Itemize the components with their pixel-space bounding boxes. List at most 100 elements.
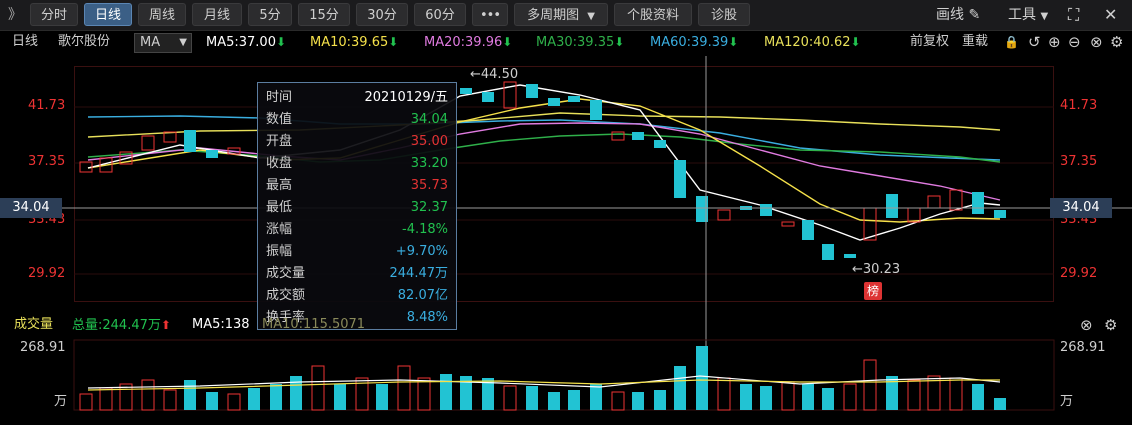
volume-bar [590,384,602,410]
volume-bar [440,374,452,410]
tab-5min[interactable]: 5分 [248,3,292,26]
volume-bar [927,375,941,411]
volume-bar [79,393,93,411]
draw-line-label: 画线 [936,7,964,23]
volume-bar [248,388,260,410]
candle [568,96,580,102]
volume-bar [822,388,834,410]
volume-bar [611,391,625,411]
tooltip-row: 开盘 35.00 [264,131,452,153]
candle [503,81,517,109]
candle [590,100,602,120]
chevron-down-icon: ▼ [587,11,595,22]
candle [526,84,538,98]
tooltip-value: 34.04 [410,112,448,127]
tooltip-value: 33.20 [410,156,448,171]
volume-bar [163,389,177,411]
volume-unit-left: 万 [54,394,68,409]
volume-bar [740,384,752,410]
tools-dropdown[interactable]: 工具 ▼ [1008,0,1048,30]
more-button[interactable]: ••• [472,3,508,26]
data-tooltip: 时间 20210129/五 数值 34.04 开盘 35.00 收盘 33.20 最高 35.73… [257,82,457,330]
diagnose-button[interactable]: 诊股 [698,3,750,26]
volume-total: 总量:244.47万⬆ [72,314,171,337]
reload-button[interactable]: 重载 [962,34,989,49]
arrow-down-icon: ⬇ [850,35,861,49]
volume-bar [802,384,814,410]
undo-icon[interactable]: ↺ [1028,33,1041,51]
expand-sidebar-icon[interactable]: 》 [8,7,22,23]
indicator-select[interactable]: MA ▼ [134,33,192,53]
price-axis-label-right: 41.73 [1060,98,1098,113]
tooltip-value: 20210129/五 [364,90,448,105]
candles [79,81,1006,260]
price-axis-label-right: 37.35 [1060,154,1098,169]
volume-bar [760,386,772,410]
tab-15min[interactable]: 15分 [298,3,350,26]
close-icon[interactable]: ✕ [1104,5,1118,24]
tooltip-row: 涨幅 -4.18% [264,219,452,241]
candle [972,192,984,214]
tooltip-value: -4.18% [402,222,448,237]
close-circle-icon[interactable]: ⊗ [1080,316,1093,334]
candle [994,210,1006,218]
tooltip-row: 时间 20210129/五 [264,87,452,109]
candle [79,161,93,173]
tab-intraday[interactable]: 分时 [30,3,78,26]
volume-axis-max-right: 268.91 [1060,340,1106,355]
adjust-button[interactable]: 前复权 [910,34,950,49]
ma60-value: MA60:39.39⬇ [650,30,738,55]
volume-bar [717,377,731,411]
volume-bar [311,365,325,411]
volume-bar [907,379,921,411]
tab-30min[interactable]: 30分 [356,3,408,26]
tab-60min[interactable]: 60分 [414,3,466,26]
zoom-in-icon[interactable]: ⊕ [1048,33,1061,51]
volume-bar [334,384,346,410]
lock-icon[interactable]: 🔒 [1004,35,1019,49]
period-label: 日线 [12,34,39,49]
volume-bar [141,379,155,411]
multi-period-dropdown[interactable]: 多周期图 ▼ [514,3,608,26]
candle [548,98,560,106]
arrow-down-icon: ⬇ [502,35,513,49]
candle [949,189,963,211]
close-circle-icon[interactable]: ⊗ [1090,33,1103,51]
tooltip-value: 35.73 [410,178,448,193]
ma10-text: MA10:39.65 [310,35,389,50]
pencil-icon: ✎ [968,7,981,23]
price-axis-label-right: 29.92 [1060,266,1098,281]
candle [206,150,218,158]
candle [227,147,241,155]
draw-line-button[interactable]: 画线 ✎ [936,0,980,30]
tooltip-row: 最高 35.73 [264,175,452,197]
volume-bars [79,346,1006,411]
ma120-value: MA120:40.62⬇ [764,30,861,55]
ma60-text: MA60:39.39 [650,35,729,50]
tab-daily[interactable]: 日线 [84,3,132,26]
tooltip-row: 数值 34.04 [264,109,452,131]
volume-chart-frame [73,339,1055,411]
chevron-down-icon: ▼ [1040,11,1049,22]
tab-monthly[interactable]: 月线 [192,3,242,26]
stock-info-button[interactable]: 个股资料 [614,3,692,26]
stock-name: 歌尔股份 [58,34,111,49]
candle [927,195,941,209]
ma30-value: MA30:39.35⬇ [536,30,624,55]
expand-icon[interactable]: ⛶ [1068,5,1080,24]
tooltip-value: 244.47万 [389,266,449,281]
volume-bar [417,377,431,411]
price-axis-label-left: 41.73 [28,98,66,113]
zoom-out-icon[interactable]: ⊖ [1068,33,1081,51]
candle [163,131,177,143]
tooltip-row: 换手率 8.48% [264,307,452,329]
gear-icon[interactable]: ⚙ [1104,316,1118,334]
tooltip-value: 35.00 [410,134,448,149]
tooltip-row: 成交量 244.47万 [264,263,452,285]
gear-icon[interactable]: ⚙ [1110,33,1124,51]
tab-weekly[interactable]: 周线 [138,3,186,26]
tooltip-key: 涨幅 [266,222,293,237]
tooltip-row: 最低 32.37 [264,197,452,219]
rank-badge[interactable]: 榜 [864,282,882,300]
